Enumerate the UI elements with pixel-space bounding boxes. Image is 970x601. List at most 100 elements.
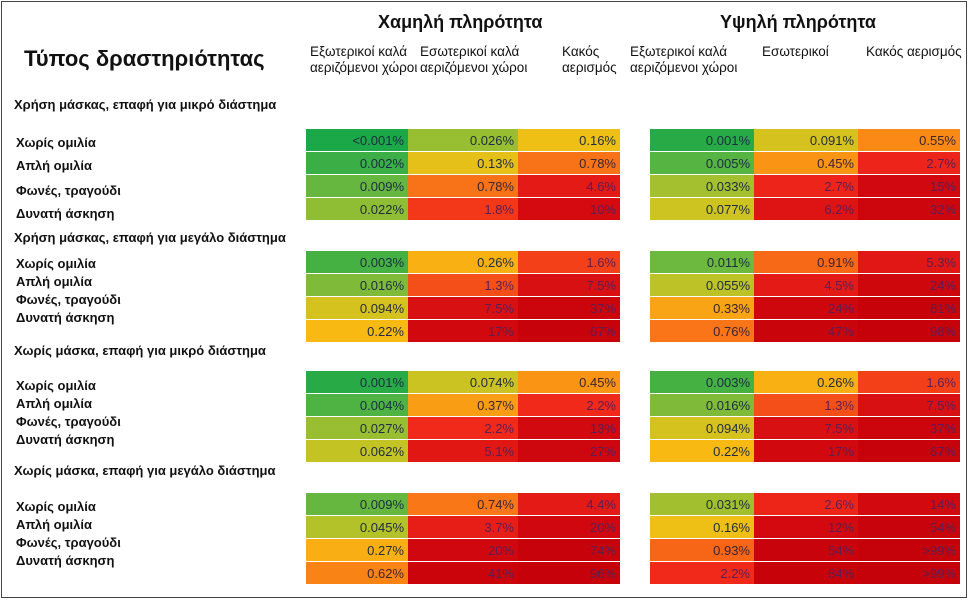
heatmap-cell: 13% bbox=[518, 417, 620, 439]
heatmap-cell: 0.094% bbox=[650, 417, 754, 439]
heatmap-cell: 74% bbox=[518, 539, 620, 561]
row-label: Δυνατή άσκηση bbox=[16, 432, 115, 447]
heatmap-cell: 81% bbox=[858, 297, 960, 319]
row-label: Δυνατή άσκηση bbox=[16, 310, 115, 325]
heatmap-cell: 0.009% bbox=[306, 493, 408, 515]
heatmap-cell: >99% bbox=[858, 539, 960, 561]
heatmap-cell: 54% bbox=[858, 516, 960, 538]
col-head-low-outdoor: Εξωτερικοί καλά αεριζόμενοι χώροι bbox=[310, 44, 418, 75]
heatmap-cell: 1.3% bbox=[754, 394, 858, 416]
heatmap-cell: 0.004% bbox=[306, 394, 408, 416]
row-label: Χωρίς ομιλία bbox=[16, 499, 96, 514]
heatmap-cell: 14% bbox=[858, 493, 960, 515]
heatmap-cell: 0.93% bbox=[650, 539, 754, 561]
heatmap-cell: 0.026% bbox=[408, 129, 518, 151]
heatmap-cell: 1.6% bbox=[858, 371, 960, 393]
row-label: Δυνατή άσκηση bbox=[16, 553, 115, 568]
section-title: Χρήση μάσκας, επαφή για μεγάλο διάστημα bbox=[14, 230, 286, 245]
heatmap-cell: 0.003% bbox=[650, 371, 754, 393]
heatmap-cell: 15% bbox=[858, 175, 960, 197]
heatmap-cell: 2.6% bbox=[754, 493, 858, 515]
section-title: Χωρίς μάσκα, επαφή για μεγάλο διάστημα bbox=[14, 463, 276, 478]
chart-title: Τύπος δραστηριότητας bbox=[24, 46, 265, 71]
heatmap-cell: 0.001% bbox=[650, 129, 754, 151]
heatmap-cell: 1.6% bbox=[518, 251, 620, 273]
heatmap-cell: 96% bbox=[518, 562, 620, 584]
heatmap-cell: 1.3% bbox=[408, 274, 518, 296]
row-label: Φωνές, τραγούδι bbox=[16, 292, 121, 307]
row-label: Φωνές, τραγούδι bbox=[16, 183, 121, 198]
row-label: Φωνές, τραγούδι bbox=[16, 414, 121, 429]
heatmap-cell: 0.74% bbox=[408, 493, 518, 515]
heatmap-cell: 6.2% bbox=[754, 198, 858, 220]
heatmap-cell: 4.6% bbox=[518, 175, 620, 197]
heatmap-cell: 2.2% bbox=[518, 394, 620, 416]
heatmap-cell: 0.074% bbox=[408, 371, 518, 393]
row-label: Χωρίς ομιλία bbox=[16, 135, 96, 150]
heatmap-cell: 2.2% bbox=[650, 562, 754, 584]
row-label: Δυνατή άσκηση bbox=[16, 206, 115, 221]
heatmap-cell: 0.78% bbox=[518, 152, 620, 174]
row-label: Χωρίς ομιλία bbox=[16, 256, 96, 271]
heatmap-cell: 0.33% bbox=[650, 297, 754, 319]
heatmap-cell: 0.001% bbox=[306, 371, 408, 393]
heatmap-cell: 0.009% bbox=[306, 175, 408, 197]
heatmap-cell: 0.16% bbox=[650, 516, 754, 538]
heatmap-cell: 27% bbox=[518, 440, 620, 462]
heatmap-cell: 5.1% bbox=[408, 440, 518, 462]
col-head-high-outdoor: Εξωτερικοί καλά αεριζόμενοι χώροι bbox=[630, 44, 738, 75]
row-label: Φωνές, τραγούδι bbox=[16, 535, 121, 550]
heatmap-cell: 67% bbox=[518, 320, 620, 342]
heatmap-cell: 0.22% bbox=[306, 320, 408, 342]
heatmap-cell: 0.13% bbox=[408, 152, 518, 174]
heatmap-cell: 37% bbox=[858, 417, 960, 439]
heatmap-cell: 0.055% bbox=[650, 274, 754, 296]
heatmap-cell: 0.091% bbox=[754, 129, 858, 151]
heatmap-cell: 0.78% bbox=[408, 175, 518, 197]
heatmap-cell: 0.22% bbox=[650, 440, 754, 462]
heatmap-cell: 12% bbox=[754, 516, 858, 538]
heatmap-cell: 1.8% bbox=[408, 198, 518, 220]
heatmap-cell: 98% bbox=[858, 320, 960, 342]
heatmap-cell: 0.16% bbox=[518, 129, 620, 151]
heatmap-cell: 0.45% bbox=[518, 371, 620, 393]
heatmap-cell: 17% bbox=[408, 320, 518, 342]
heatmap-cell: 5.3% bbox=[858, 251, 960, 273]
heatmap-cell: 17% bbox=[754, 440, 858, 462]
heatmap-cell: 0.011% bbox=[650, 251, 754, 273]
heatmap-cell: 2.7% bbox=[858, 152, 960, 174]
heatmap-cell: 0.76% bbox=[650, 320, 754, 342]
heatmap-cell: 47% bbox=[754, 320, 858, 342]
heatmap-cell: 84% bbox=[754, 562, 858, 584]
heatmap-cell: 4.5% bbox=[754, 274, 858, 296]
heatmap-cell: 3.7% bbox=[408, 516, 518, 538]
heatmap-cell: 0.033% bbox=[650, 175, 754, 197]
heatmap-cell: 0.016% bbox=[306, 274, 408, 296]
heatmap-cell: 0.031% bbox=[650, 493, 754, 515]
heatmap-cell: 0.26% bbox=[754, 371, 858, 393]
section-title: Χωρίς μάσκα, επαφή για μικρό διάστημα bbox=[14, 343, 266, 358]
heatmap-cell: 0.016% bbox=[650, 394, 754, 416]
heatmap-cell: 0.26% bbox=[408, 251, 518, 273]
heatmap-cell: >99% bbox=[858, 562, 960, 584]
row-label: Απλή ομιλία bbox=[16, 396, 92, 411]
group-title-low: Χαμηλή πληρότητα bbox=[378, 12, 543, 32]
heatmap-cell: 37% bbox=[518, 297, 620, 319]
heatmap-cell: 0.062% bbox=[306, 440, 408, 462]
heatmap-cell: 0.045% bbox=[306, 516, 408, 538]
heatmap-cell: 2.2% bbox=[408, 417, 518, 439]
heatmap-cell: 32% bbox=[858, 198, 960, 220]
heatmap-cell: 0.37% bbox=[408, 394, 518, 416]
section-title: Χρήση μάσκας, επαφή για μικρό διάστημα bbox=[14, 97, 277, 112]
heatmap-cell: 0.91% bbox=[754, 251, 858, 273]
heatmap-cell: 20% bbox=[518, 516, 620, 538]
heatmap-cell: 0.27% bbox=[306, 539, 408, 561]
heatmap-cell: 7.5% bbox=[754, 417, 858, 439]
heatmap-cell: 0.005% bbox=[650, 152, 754, 174]
heatmap-cell: <0.001% bbox=[306, 129, 408, 151]
heatmap-cell: 0.027% bbox=[306, 417, 408, 439]
heatmap-cell: 7.5% bbox=[518, 274, 620, 296]
heatmap-cell: 20% bbox=[408, 539, 518, 561]
heatmap-cell: 0.094% bbox=[306, 297, 408, 319]
